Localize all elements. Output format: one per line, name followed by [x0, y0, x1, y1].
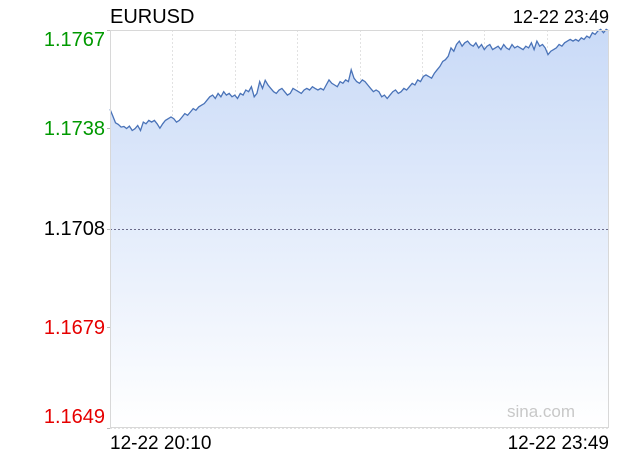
y-tick-label-3: 1.1679: [43, 317, 105, 339]
y-tick-label-4: 1.1649: [43, 406, 105, 428]
y-tick-marks: [107, 30, 110, 429]
price-series-line: [109, 28, 610, 133]
watermark: sina.com: [507, 402, 576, 421]
chart-timestamp: 12-22 23:49: [512, 7, 609, 27]
chart-title: EURUSD: [110, 6, 195, 28]
x-start-label: 12-22 20:10: [110, 433, 212, 454]
y-tick-label-2: 1.1708: [43, 218, 105, 240]
y-tick-label-0: 1.1767: [43, 29, 105, 51]
y-tick-label-1: 1.1738: [43, 118, 105, 140]
price-area-fill: [110, 29, 609, 429]
plot-frame: [110, 30, 609, 428]
x-end-label: 12-22 23:49: [507, 433, 609, 454]
